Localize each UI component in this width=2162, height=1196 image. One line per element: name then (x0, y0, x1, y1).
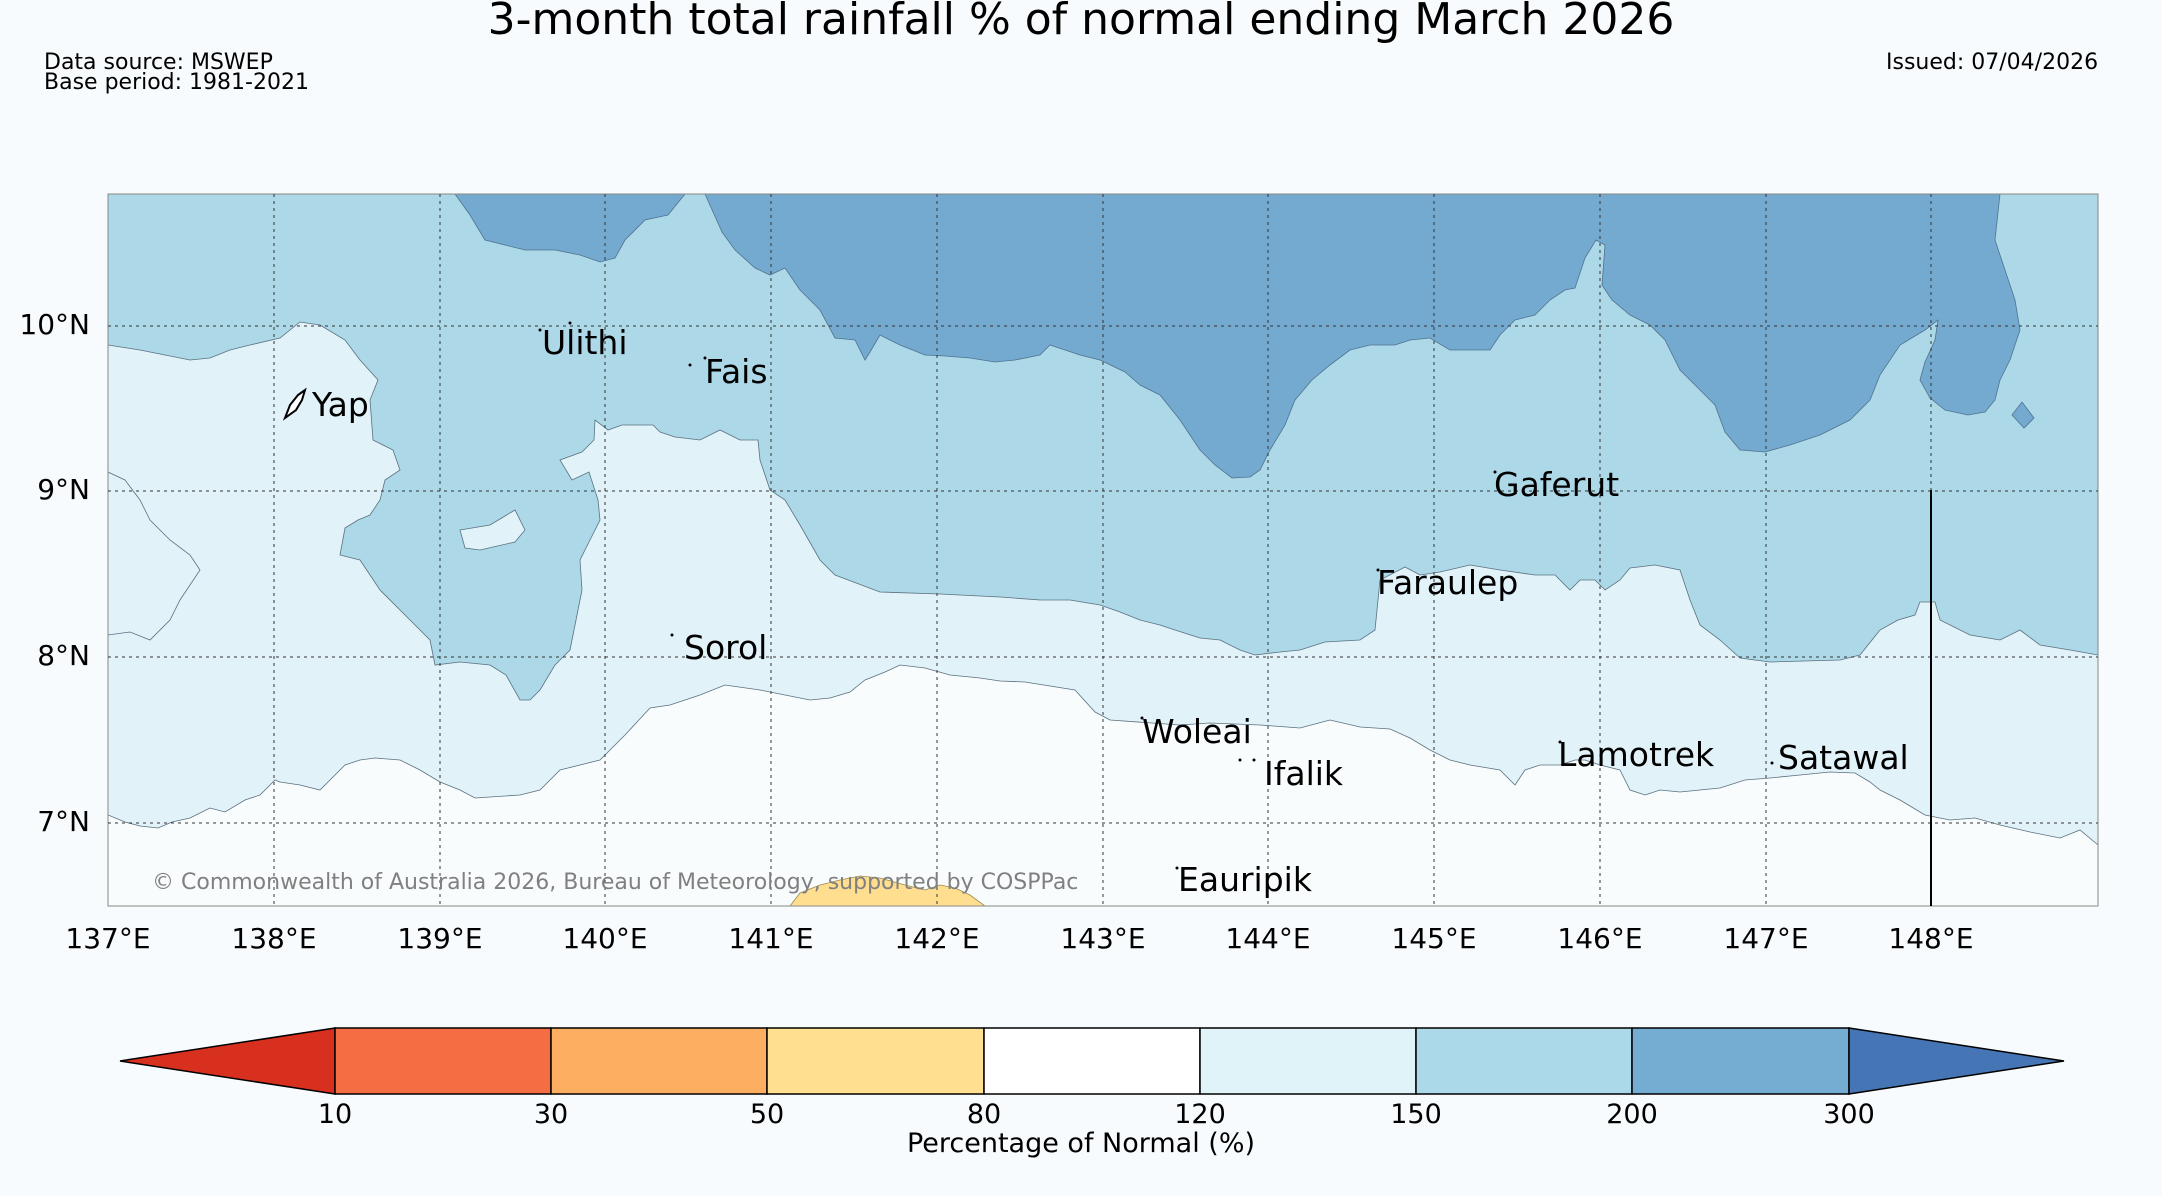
lat-label-8n: 8°N (37, 639, 90, 672)
place-label-eauripik: Eauripik (1178, 860, 1312, 899)
place-label-sorol: Sorol (684, 628, 768, 667)
colorbar-tick-80: 80 (966, 1099, 1002, 1130)
colorbar-bin-200-300 (1631, 1027, 1850, 1095)
lon-label-143e: 143°E (1060, 922, 1146, 955)
base-period: Base period: 1981-2021 (44, 70, 309, 95)
lat-label-7n: 7°N (37, 805, 90, 838)
colorbar-tick-120: 120 (1174, 1099, 1226, 1130)
lon-label-144e: 144°E (1225, 922, 1311, 955)
lon-label-137e: 137°E (65, 922, 151, 955)
place-label-fais: Fais (705, 352, 768, 391)
colorbar-extend-high (1848, 1027, 2065, 1095)
issued-date: Issued: 07/04/2026 (1886, 50, 2099, 75)
lon-label-148e: 148°E (1888, 922, 1974, 955)
lon-label-139e: 139°E (397, 922, 483, 955)
colorbar-tick-50: 50 (749, 1099, 785, 1130)
lon-label-138e: 138°E (231, 922, 317, 955)
zone-120-150-island (108, 471, 201, 641)
map-title: 3-month total rainfall % of normal endin… (487, 0, 1675, 45)
colorbar-bin-30-50 (550, 1027, 768, 1095)
colorbar-tick-200: 200 (1606, 1099, 1658, 1130)
place-label-woleai: Woleai (1142, 712, 1252, 751)
colorbar-bin-150-200 (1415, 1027, 1633, 1095)
lat-label-9n: 9°N (37, 473, 90, 506)
colorbar-bin-50-80 (766, 1027, 985, 1095)
place-label-yap: Yap (312, 385, 369, 424)
colorbar-tick-150: 150 (1390, 1099, 1442, 1130)
lon-label-142e: 142°E (894, 922, 980, 955)
lon-label-146e: 146°E (1557, 922, 1643, 955)
yap-island-outline (282, 387, 307, 421)
lon-label-141e: 141°E (728, 922, 814, 955)
place-label-gaferut: Gaferut (1494, 465, 1620, 504)
lat-label-10n: 10°N (19, 308, 90, 341)
colorbar-tick-10: 10 (317, 1099, 353, 1130)
atoll-markers (538, 321, 1774, 870)
zone-200-300-small (2011, 401, 2035, 429)
copyright-notice: © Commonwealth of Australia 2026, Bureau… (152, 870, 1079, 895)
colorbar-bin-80-120 (983, 1027, 1201, 1095)
colorbar-bin-120-150 (1199, 1027, 1417, 1095)
colorbar-label: Percentage of Normal (%) (906, 1128, 1256, 1159)
colorbar-bin-10-30 (334, 1027, 552, 1095)
zone-200-300 (454, 194, 2021, 479)
zone-50-80 (789, 875, 986, 906)
lon-label-147e: 147°E (1723, 922, 1809, 955)
data-source: Data source: MSWEP (44, 50, 273, 75)
place-label-faraulep: Faraulep (1377, 563, 1519, 602)
colorbar-extend-low (119, 1027, 336, 1095)
zone-120-150-pocket (459, 509, 526, 551)
colorbar-tick-30: 30 (533, 1099, 569, 1130)
graticule (108, 194, 2098, 906)
place-label-satawal: Satawal (1778, 738, 1909, 777)
lon-label-140e: 140°E (562, 922, 648, 955)
place-label-ulithi: Ulithi (542, 323, 628, 362)
place-label-ifalik: Ifalik (1264, 754, 1344, 793)
lon-label-145e: 145°E (1391, 922, 1477, 955)
place-label-lamotrek: Lamotrek (1558, 735, 1715, 774)
colorbar-tick-300: 300 (1823, 1099, 1875, 1130)
